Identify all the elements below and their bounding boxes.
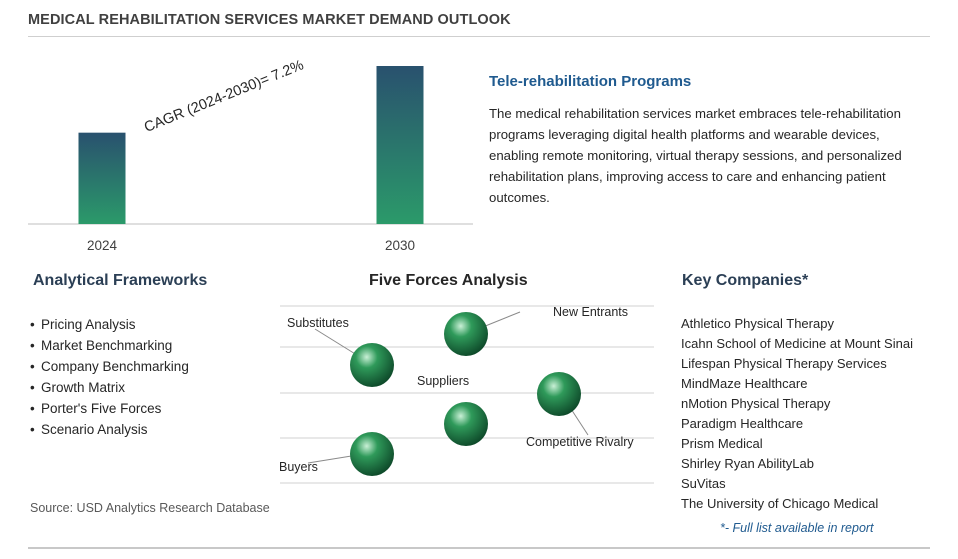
list-item: Prism Medical — [681, 436, 763, 451]
five-forces-title: Five Forces Analysis — [369, 272, 528, 289]
bullet-icon: • — [30, 338, 35, 353]
label-buyers: Buyers — [279, 460, 318, 474]
sphere-suppliers — [444, 402, 488, 446]
top-divider — [28, 36, 930, 37]
list-item: • Growth Matrix — [30, 377, 189, 398]
list-item: Lifespan Physical Therapy Services — [681, 356, 887, 371]
full-list-note: *- Full list available in report — [720, 521, 874, 535]
list-item: Athletico Physical Therapy — [681, 316, 834, 331]
list-item: Icahn School of Medicine at Mount Sinai — [681, 336, 913, 351]
label-new-entrants: New Entrants — [553, 305, 629, 319]
label-substitutes: Substitutes — [287, 316, 349, 330]
source-note: Source: USD Analytics Research Database — [30, 501, 270, 515]
sphere-substitutes — [350, 343, 394, 387]
page-title: MEDICAL REHABILITATION SERVICES MARKET D… — [28, 12, 511, 28]
list-item: Paradigm Healthcare — [681, 416, 804, 431]
bar-chart: 2024 2030 — [28, 66, 473, 253]
list-item: nMotion Physical Therapy — [681, 396, 831, 411]
bullet-icon: • — [30, 317, 35, 332]
frameworks-list: • Pricing Analysis • Market Benchmarking •… — [30, 314, 189, 440]
x-tick-label: 2024 — [87, 238, 118, 253]
x-tick-label: 2030 — [385, 238, 415, 253]
label-competitive-rivalry: Competitive Rivalry — [526, 435, 634, 449]
list-item: • Company Benchmarking — [30, 356, 189, 377]
highlight-title: Tele-rehabilitation Programs — [489, 73, 692, 90]
list-item: • Scenario Analysis — [30, 419, 189, 440]
bullet-icon: • — [30, 422, 35, 437]
bullet-icon: • — [30, 380, 35, 395]
list-item: • Market Benchmarking — [30, 335, 189, 356]
bullet-icon: • — [30, 359, 35, 374]
list-item: • Porter's Five Forces — [30, 398, 189, 419]
five-forces-diagram — [280, 305, 654, 484]
bullet-icon: • — [30, 401, 35, 416]
sphere-buyers — [350, 432, 394, 476]
bar-2030 — [376, 66, 424, 224]
list-item: MindMaze Healthcare — [681, 376, 808, 391]
sphere-new-entrants — [444, 312, 488, 356]
list-item: • Pricing Analysis — [30, 314, 189, 335]
companies-title: Key Companies* — [682, 272, 809, 289]
list-item: SuVitas — [681, 476, 726, 491]
companies-list: Athletico Physical Therapy Icahn School … — [681, 314, 913, 514]
list-item: Shirley Ryan AbilityLab — [681, 456, 814, 471]
bottom-divider — [28, 547, 930, 549]
list-item: The University of Chicago Medical — [681, 496, 879, 511]
frameworks-title: Analytical Frameworks — [33, 272, 208, 289]
bar-2024 — [78, 132, 126, 224]
label-suppliers: Suppliers — [417, 374, 470, 388]
sphere-competitive-rivalry — [537, 372, 581, 416]
highlight-text: The medical rehabilitation services mark… — [489, 106, 902, 205]
